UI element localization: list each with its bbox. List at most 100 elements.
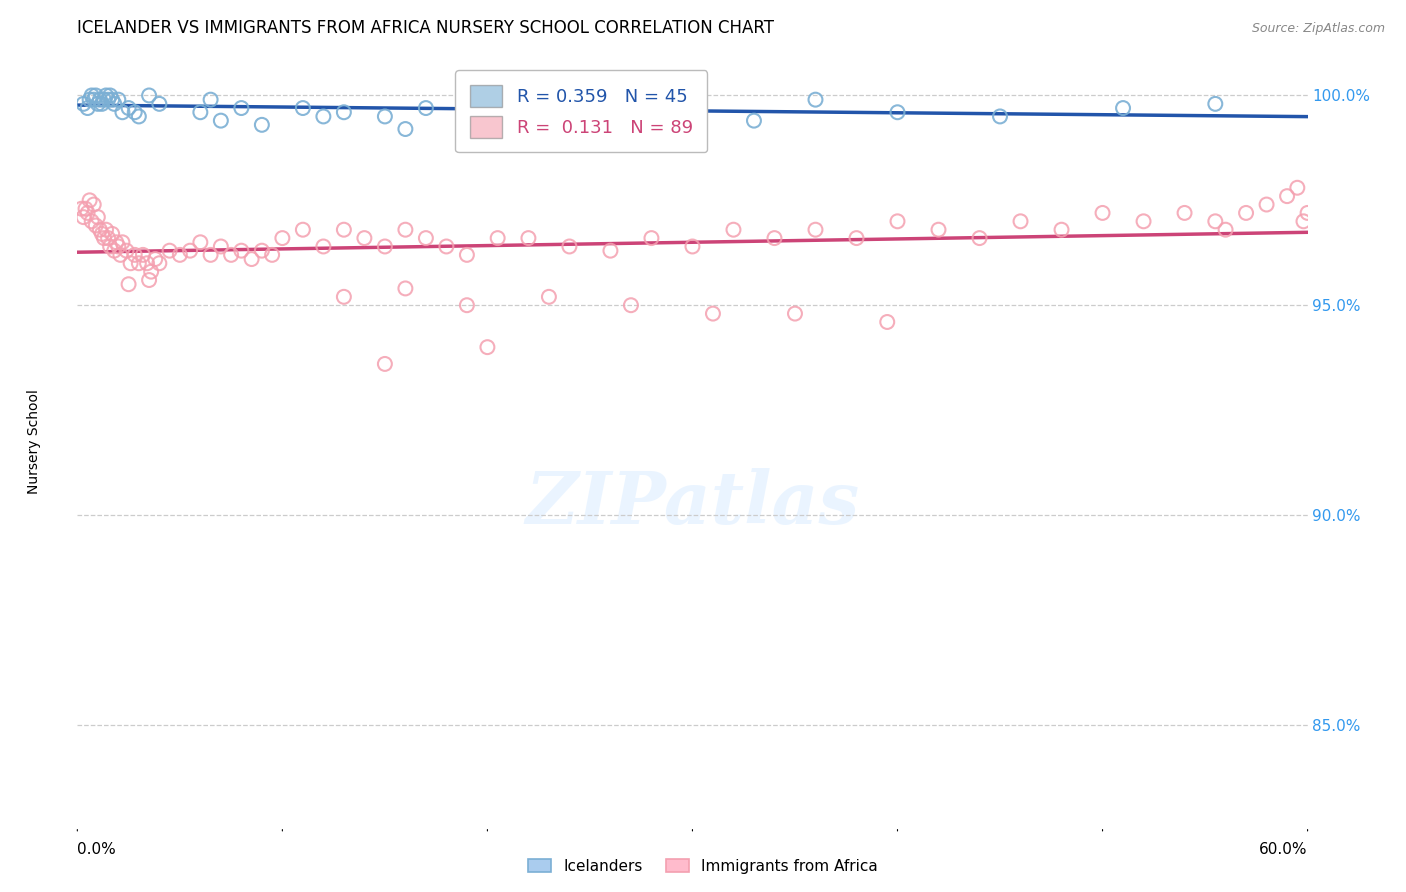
Point bbox=[89, 93, 111, 107]
Point bbox=[1132, 214, 1154, 228]
Point bbox=[250, 118, 273, 132]
Point bbox=[124, 248, 146, 262]
Point bbox=[928, 223, 950, 237]
Point bbox=[124, 105, 146, 120]
Point bbox=[1215, 223, 1237, 237]
Point bbox=[159, 244, 181, 258]
Point bbox=[1112, 101, 1135, 115]
Point bbox=[76, 101, 98, 115]
Point bbox=[374, 357, 396, 371]
Point bbox=[394, 281, 416, 295]
Point bbox=[115, 244, 138, 258]
Point bbox=[845, 231, 868, 245]
Point bbox=[763, 231, 786, 245]
Point bbox=[93, 231, 115, 245]
Text: Nursery School: Nursery School bbox=[27, 389, 41, 494]
Point bbox=[75, 202, 97, 216]
Point bbox=[148, 256, 170, 270]
Point bbox=[84, 219, 107, 233]
Point bbox=[1091, 206, 1114, 220]
Point bbox=[117, 277, 139, 292]
Point bbox=[169, 248, 191, 262]
Point bbox=[128, 256, 150, 270]
Point bbox=[97, 93, 120, 107]
Point bbox=[333, 290, 356, 304]
Point bbox=[148, 96, 170, 111]
Point bbox=[486, 231, 509, 245]
Point bbox=[477, 340, 499, 354]
Point bbox=[103, 96, 125, 111]
Point bbox=[723, 223, 745, 237]
Point bbox=[640, 231, 662, 245]
Point bbox=[702, 307, 724, 321]
Point bbox=[89, 223, 111, 237]
Point bbox=[1204, 214, 1226, 228]
Point bbox=[436, 239, 458, 253]
Point bbox=[1296, 206, 1319, 220]
Point bbox=[209, 113, 232, 128]
Point bbox=[200, 248, 222, 262]
Point bbox=[456, 298, 478, 312]
Point bbox=[188, 235, 212, 250]
Point bbox=[93, 93, 115, 107]
Text: ZIPatlas: ZIPatlas bbox=[526, 468, 859, 539]
Point bbox=[111, 105, 134, 120]
Point bbox=[312, 110, 335, 124]
Point bbox=[804, 93, 827, 107]
Point bbox=[682, 101, 704, 115]
Point bbox=[97, 231, 120, 245]
Point bbox=[333, 105, 356, 120]
Point bbox=[72, 96, 94, 111]
Point bbox=[886, 214, 908, 228]
Point bbox=[1286, 180, 1309, 194]
Legend: Icelanders, Immigrants from Africa: Icelanders, Immigrants from Africa bbox=[522, 853, 884, 880]
Point bbox=[558, 239, 581, 253]
Point bbox=[415, 101, 437, 115]
Point bbox=[79, 93, 101, 107]
Point bbox=[111, 235, 134, 250]
Point bbox=[742, 113, 765, 128]
Point bbox=[80, 88, 103, 103]
Point bbox=[231, 244, 253, 258]
Point bbox=[87, 210, 110, 224]
Point bbox=[374, 239, 396, 253]
Point bbox=[374, 110, 396, 124]
Point bbox=[1292, 214, 1315, 228]
Point bbox=[988, 110, 1011, 124]
Text: 60.0%: 60.0% bbox=[1260, 842, 1308, 857]
Point bbox=[579, 101, 602, 115]
Point bbox=[132, 248, 155, 262]
Text: 0.0%: 0.0% bbox=[77, 842, 117, 857]
Point bbox=[804, 223, 827, 237]
Point bbox=[394, 122, 416, 136]
Point bbox=[107, 239, 129, 253]
Point bbox=[79, 194, 101, 208]
Point bbox=[90, 96, 114, 111]
Point bbox=[783, 307, 806, 321]
Point bbox=[105, 235, 128, 250]
Point bbox=[271, 231, 294, 245]
Point bbox=[80, 214, 103, 228]
Point bbox=[312, 239, 335, 253]
Point bbox=[620, 298, 643, 312]
Point bbox=[1204, 96, 1226, 111]
Point bbox=[70, 202, 93, 216]
Point bbox=[107, 93, 129, 107]
Point bbox=[969, 231, 991, 245]
Point bbox=[876, 315, 898, 329]
Point bbox=[94, 223, 117, 237]
Point bbox=[1275, 189, 1298, 203]
Point bbox=[394, 223, 416, 237]
Point bbox=[456, 110, 478, 124]
Point bbox=[138, 88, 160, 103]
Point bbox=[98, 239, 121, 253]
Point bbox=[599, 244, 621, 258]
Text: Source: ZipAtlas.com: Source: ZipAtlas.com bbox=[1251, 22, 1385, 36]
Point bbox=[1010, 214, 1032, 228]
Point bbox=[1256, 197, 1278, 211]
Point bbox=[219, 248, 242, 262]
Point bbox=[138, 273, 160, 287]
Point bbox=[517, 231, 540, 245]
Point bbox=[76, 206, 98, 220]
Point bbox=[1174, 206, 1197, 220]
